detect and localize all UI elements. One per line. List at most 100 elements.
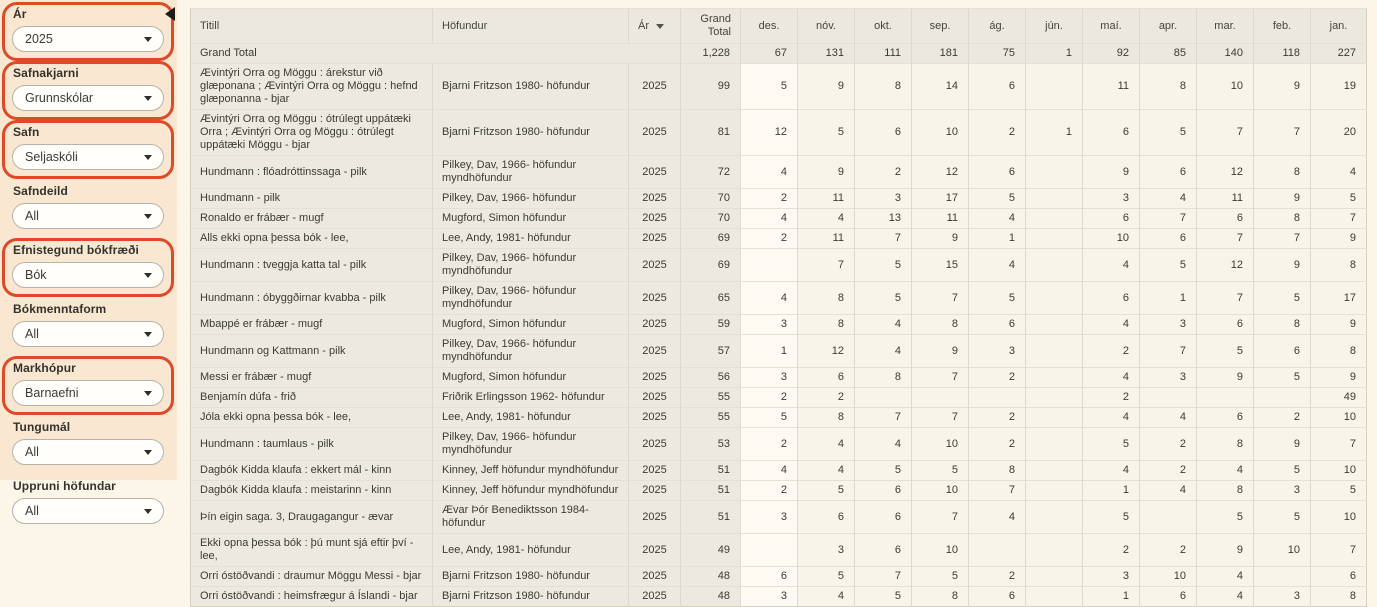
row-month-value: 5 xyxy=(740,407,798,428)
row-month-value: 4 xyxy=(1139,407,1197,428)
column-header-month-jún[interactable]: jún. xyxy=(1025,8,1083,44)
column-header-month-jan[interactable]: jan. xyxy=(1310,8,1367,44)
ar-dropdown[interactable]: 2025 xyxy=(12,26,164,52)
grand-total-month-value: 140 xyxy=(1196,43,1254,64)
filter-label: Markhópur xyxy=(13,361,76,375)
row-month-value: 9 xyxy=(797,63,855,110)
filter-group-safndeild: Safndeild All xyxy=(2,179,174,238)
column-header-ar[interactable]: Ár xyxy=(628,8,681,44)
row-title: Ævintýri Orra og Möggu : árekstur við gl… xyxy=(190,63,433,110)
column-header-month-ág[interactable]: ág. xyxy=(968,8,1026,44)
row-month-value: 9 xyxy=(1253,63,1311,110)
row-month-value: 5 xyxy=(1196,334,1254,368)
safn-dropdown[interactable]: Seljaskóli xyxy=(12,144,164,170)
row-author: Lee, Andy, 1981- höfundur xyxy=(432,533,629,567)
tungumal-dropdown[interactable]: All xyxy=(12,439,164,465)
row-month-value: 4 xyxy=(797,586,855,607)
row-month-value: 1 xyxy=(1082,480,1140,501)
row-author: Pilkey, Dav, 1966- höfundur myndhöfundur xyxy=(432,155,629,189)
row-title: Ævintýri Orra og Möggu : ótrúlegt uppátæ… xyxy=(190,109,433,156)
row-month-value: 5 xyxy=(911,566,969,587)
row-month-value: 3 xyxy=(740,500,798,534)
table-row: Hundmann og Kattmann - pilk Pilkey, Dav, … xyxy=(190,334,1367,368)
row-title: Orri óstöðvandi : draumur Möggu Messi - … xyxy=(190,566,433,587)
row-month-value: 4 xyxy=(854,334,912,368)
row-year: 2025 xyxy=(628,314,681,335)
safndeild-dropdown[interactable]: All xyxy=(12,203,164,229)
row-month-value: 8 xyxy=(854,63,912,110)
markhopur-dropdown[interactable]: Barnaefni xyxy=(12,380,164,406)
table-row: Mbappé er frábær - mugf Mugford, Simon hö… xyxy=(190,314,1367,335)
row-year: 2025 xyxy=(628,228,681,249)
row-month-value: 5 xyxy=(1082,500,1140,534)
column-header-month-mar[interactable]: mar. xyxy=(1196,8,1254,44)
grand-total-value: 1,228 xyxy=(680,43,741,64)
row-year: 2025 xyxy=(628,460,681,481)
column-header-month-nóv[interactable]: nóv. xyxy=(797,8,855,44)
column-header-titill[interactable]: Titill xyxy=(190,8,433,44)
row-month-value: 6 xyxy=(1139,228,1197,249)
column-header-month-sep[interactable]: sep. xyxy=(911,8,969,44)
row-month-value: 5 xyxy=(1139,248,1197,282)
row-month-value: 10 xyxy=(911,533,969,567)
row-month-value: 6 xyxy=(1082,109,1140,156)
row-month-value: 4 xyxy=(1310,155,1367,189)
row-month-value xyxy=(1025,586,1083,607)
column-header-month-des[interactable]: des. xyxy=(740,8,798,44)
column-header-month-feb[interactable]: feb. xyxy=(1253,8,1311,44)
row-month-value: 5 xyxy=(968,188,1026,209)
table-row: Ævintýri Orra og Möggu : ótrúlegt uppátæ… xyxy=(190,109,1367,156)
row-year: 2025 xyxy=(628,248,681,282)
row-month-value: 6 xyxy=(1139,155,1197,189)
row-month-value xyxy=(740,533,798,567)
row-month-value: 6 xyxy=(1082,208,1140,229)
row-month-value: 2 xyxy=(1082,334,1140,368)
sidebar-collapse-icon[interactable] xyxy=(165,7,175,21)
table-row: Dagbók Kidda klaufa : ekkert mál - kinn K… xyxy=(190,460,1367,481)
column-header-month-maí[interactable]: maí. xyxy=(1082,8,1140,44)
row-grand-total: 81 xyxy=(680,109,741,156)
column-header-month-apr[interactable]: apr. xyxy=(1139,8,1197,44)
chevron-down-icon xyxy=(144,508,152,514)
column-header-month-okt[interactable]: okt. xyxy=(854,8,912,44)
uppruni-dropdown[interactable]: All xyxy=(12,498,164,524)
bokmenntaform-dropdown[interactable]: All xyxy=(12,321,164,347)
row-month-value xyxy=(1025,533,1083,567)
table-row: Alls ekki opna þessa bók - lee, Lee, Andy… xyxy=(190,228,1367,249)
efnistegund-dropdown[interactable]: Bók xyxy=(12,262,164,288)
row-month-value: 9 xyxy=(1196,533,1254,567)
grand-total-month-value: 111 xyxy=(854,43,912,64)
row-month-value: 7 xyxy=(911,407,969,428)
row-author: Mugford, Simon höfundur xyxy=(432,314,629,335)
row-grand-total: 69 xyxy=(680,228,741,249)
column-header-grand-total[interactable]: Grand Total xyxy=(680,8,741,44)
row-month-value xyxy=(1025,427,1083,461)
row-month-value: 12 xyxy=(740,109,798,156)
row-title: Þín eigin saga. 3, Draugagangur - ævar xyxy=(190,500,433,534)
row-title: Alls ekki opna þessa bók - lee, xyxy=(190,228,433,249)
row-month-value: 2 xyxy=(1082,533,1140,567)
row-title: Messi er frábær - mugf xyxy=(190,367,433,388)
row-month-value: 7 xyxy=(911,367,969,388)
row-author: Pilkey, Dav, 1966- höfundur myndhöfundur xyxy=(432,334,629,368)
row-month-value: 4 xyxy=(797,427,855,461)
row-author: Bjarni Fritzson 1980- höfundur xyxy=(432,109,629,156)
safnakjarni-dropdown[interactable]: Grunnskólar xyxy=(12,85,164,111)
row-month-value: 2 xyxy=(1139,533,1197,567)
filter-label: Safn xyxy=(13,125,40,139)
row-month-value: 8 xyxy=(854,367,912,388)
row-month-value: 12 xyxy=(797,334,855,368)
row-month-value: 1 xyxy=(1139,281,1197,315)
row-month-value: 2 xyxy=(740,228,798,249)
row-month-value: 3 xyxy=(1082,188,1140,209)
row-author: Lee, Andy, 1981- höfundur xyxy=(432,407,629,428)
dropdown-value: All xyxy=(25,209,39,223)
row-month-value: 8 xyxy=(968,460,1026,481)
row-month-value: 5 xyxy=(854,281,912,315)
row-month-value: 5 xyxy=(797,566,855,587)
column-header-hofundur[interactable]: Höfundur xyxy=(432,8,629,44)
row-month-value: 9 xyxy=(1253,188,1311,209)
row-month-value: 2 xyxy=(1139,460,1197,481)
pivot-table: Titill Höfundur Ár Grand Total des. nóv. okt. s… xyxy=(190,8,1367,607)
row-month-value: 10 xyxy=(1310,407,1367,428)
